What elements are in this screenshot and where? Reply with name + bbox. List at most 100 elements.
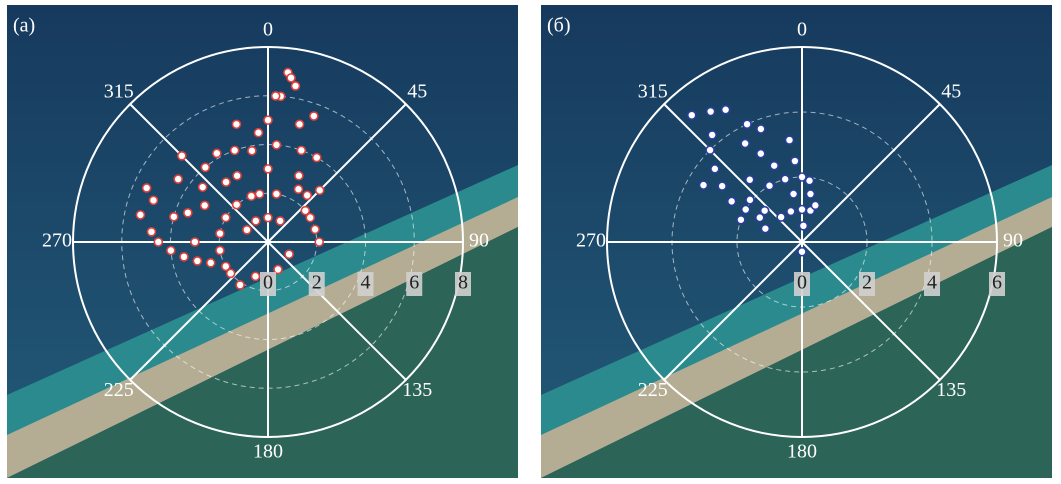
angle-label: 0 xyxy=(263,19,273,41)
point xyxy=(233,201,241,209)
point xyxy=(227,269,235,277)
point xyxy=(296,120,304,128)
point xyxy=(285,250,293,258)
point xyxy=(781,175,789,183)
r-tick-label: 0 xyxy=(797,272,807,294)
point xyxy=(264,165,272,173)
point xyxy=(222,178,230,186)
point xyxy=(306,214,314,222)
point xyxy=(191,238,199,246)
angle-label: 135 xyxy=(936,379,966,401)
r-tick-label: 0 xyxy=(263,272,273,294)
point xyxy=(295,172,303,180)
point xyxy=(232,120,240,128)
point xyxy=(770,162,778,170)
point xyxy=(743,120,751,128)
point xyxy=(798,206,806,214)
point xyxy=(216,246,224,254)
point xyxy=(718,182,726,190)
point xyxy=(167,246,175,254)
point xyxy=(272,190,280,198)
point xyxy=(180,253,188,261)
point xyxy=(233,172,241,180)
point xyxy=(728,197,736,205)
point xyxy=(811,201,819,209)
point xyxy=(315,238,323,246)
point xyxy=(276,217,284,225)
point xyxy=(136,211,144,219)
point xyxy=(316,186,324,194)
angle-label: 225 xyxy=(104,379,134,401)
point xyxy=(706,146,714,154)
point xyxy=(785,136,793,144)
point xyxy=(313,154,321,162)
angle-label: 270 xyxy=(42,230,72,252)
point xyxy=(708,131,716,139)
point xyxy=(222,214,230,222)
angle-label: 180 xyxy=(253,441,283,463)
r-tick-label: 4 xyxy=(361,272,371,294)
point xyxy=(761,225,769,233)
r-tick-label: 6 xyxy=(992,272,1002,294)
point xyxy=(707,108,715,116)
angle-label: 180 xyxy=(787,441,817,463)
angle-label: 0 xyxy=(797,19,807,41)
point xyxy=(303,191,311,199)
angle-label: 45 xyxy=(407,80,427,102)
point xyxy=(216,230,224,238)
angle-label: 135 xyxy=(402,379,432,401)
panel-label: (a) xyxy=(13,15,35,37)
point xyxy=(147,228,155,236)
point xyxy=(154,238,162,246)
point xyxy=(264,214,272,222)
point xyxy=(688,111,696,119)
r-tick-label: 2 xyxy=(862,272,872,294)
point xyxy=(292,82,300,90)
point xyxy=(199,183,207,191)
angle-label: 315 xyxy=(104,80,134,102)
point xyxy=(711,165,719,173)
point xyxy=(787,207,795,215)
r-tick-label: 2 xyxy=(312,272,322,294)
point xyxy=(254,129,262,137)
point xyxy=(799,222,807,230)
point xyxy=(806,190,814,198)
point xyxy=(251,272,259,280)
point xyxy=(256,190,264,198)
point xyxy=(297,146,305,154)
point xyxy=(207,259,215,267)
point xyxy=(766,182,774,190)
point xyxy=(310,112,318,120)
point xyxy=(699,181,707,189)
point xyxy=(149,196,157,204)
point xyxy=(798,173,806,181)
point xyxy=(193,257,201,265)
r-tick-label: 8 xyxy=(458,272,468,294)
point xyxy=(264,116,272,124)
point xyxy=(248,147,256,155)
point xyxy=(213,149,221,157)
point xyxy=(184,209,192,217)
page: (a)0459013518022527031502468(б)045901351… xyxy=(0,0,1061,484)
figure: (a)0459013518022527031502468(б)045901351… xyxy=(0,0,1061,484)
point xyxy=(201,201,209,209)
point xyxy=(243,226,251,234)
point xyxy=(741,139,749,147)
point xyxy=(294,185,302,193)
angle-label: 270 xyxy=(576,230,606,252)
point xyxy=(311,225,319,233)
point xyxy=(174,175,182,183)
point xyxy=(756,214,764,222)
point xyxy=(236,281,244,289)
point xyxy=(272,92,280,100)
point xyxy=(790,190,798,198)
point xyxy=(742,206,750,214)
point xyxy=(806,177,814,185)
angle-label: 90 xyxy=(1003,230,1023,252)
point xyxy=(757,150,765,158)
point xyxy=(722,106,730,114)
r-tick-label: 4 xyxy=(927,272,937,294)
angle-label: 225 xyxy=(638,379,668,401)
panel-label: (б) xyxy=(547,15,571,37)
r-tick-label: 6 xyxy=(409,272,419,294)
